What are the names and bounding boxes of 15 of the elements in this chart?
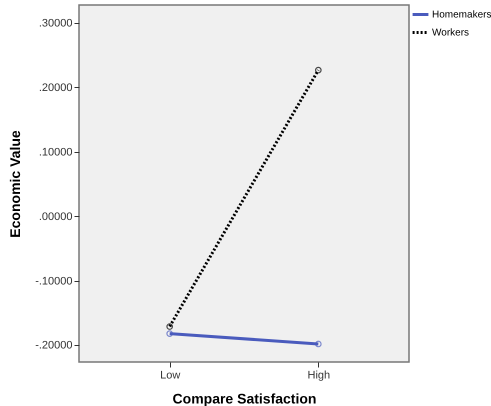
- legend-label: Workers: [432, 28, 470, 38]
- y-tick-label: .00000: [38, 210, 72, 223]
- x-tick-label: Low: [160, 370, 180, 382]
- point: [166, 323, 174, 330]
- y-tick-label: .10000: [38, 146, 72, 158]
- point: [166, 330, 174, 337]
- y-tick-label: -.10000: [35, 275, 72, 288]
- y-tick-label: .20000: [38, 82, 72, 94]
- point: [314, 66, 322, 74]
- y-axis-title: Economic Value: [7, 130, 24, 238]
- y-tick-label: -.20000: [35, 340, 72, 352]
- x-tick-label: High: [308, 370, 330, 382]
- legend-label: Homemakers: [432, 10, 491, 20]
- y-tick-label: .30000: [38, 18, 72, 30]
- point: [314, 340, 322, 348]
